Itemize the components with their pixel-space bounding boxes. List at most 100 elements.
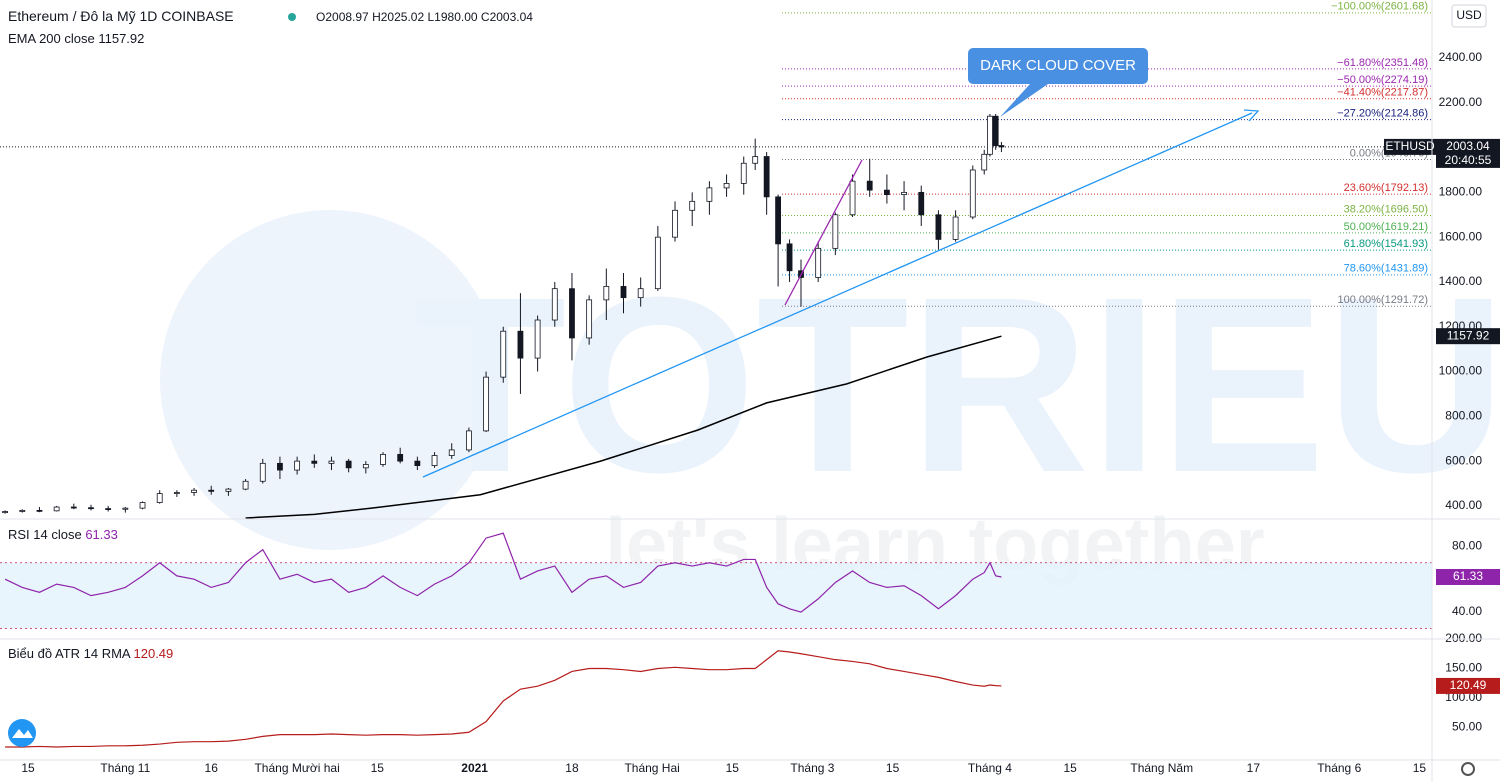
fib-label: 50.00%(1619.21) — [1344, 221, 1428, 233]
candle-body — [294, 460, 301, 471]
y-tick-label: 150.00 — [1445, 661, 1482, 675]
x-tick-label: 17 — [1247, 761, 1261, 775]
candle-body — [849, 180, 856, 216]
candle-body — [173, 492, 180, 494]
indicator-label: 61.33 — [1453, 569, 1483, 583]
candle-body — [569, 288, 575, 339]
y-tick-label: 2400.00 — [1439, 50, 1483, 64]
ohlc-letter: O — [316, 10, 325, 24]
candle-body — [723, 183, 730, 189]
trend-arrow — [1243, 109, 1260, 122]
candle-body — [431, 455, 438, 466]
ohlc-value: 1980.00 — [434, 10, 478, 24]
y-tick-label: 40.00 — [1452, 604, 1482, 618]
exchange: COINBASE — [161, 8, 233, 24]
ohlc-value: 2025.02 — [381, 10, 425, 24]
countdown: 20:40:55 — [1445, 153, 1492, 167]
ohlc-letter: H — [372, 10, 381, 24]
candle-body — [311, 460, 318, 464]
x-tick-label: Tháng 11 — [100, 761, 150, 775]
status-dot — [288, 13, 296, 21]
y-tick-label: 600.00 — [1445, 453, 1482, 467]
indicator-line — [4, 532, 1002, 613]
x-tick-label: Tháng Năm — [1130, 761, 1193, 775]
indicator-box — [1436, 568, 1500, 585]
candle-body — [992, 115, 999, 146]
candle-body — [448, 449, 455, 456]
candle-body — [603, 286, 610, 301]
candle-body — [483, 376, 489, 432]
candle-body — [998, 145, 1005, 148]
candle-body — [763, 156, 770, 198]
x-tick-label: 15 — [21, 761, 35, 775]
candle-body — [156, 493, 163, 503]
candle-body — [786, 243, 793, 272]
trend-line — [784, 159, 863, 306]
candle-body — [517, 330, 524, 359]
y-tick-label: 80.00 — [1452, 538, 1482, 552]
candle-body — [139, 502, 146, 509]
x-tick-label: 15 — [371, 761, 385, 775]
candle-body — [981, 153, 988, 171]
symbol-name: Ethereum / Đô la Mỹ — [8, 8, 136, 24]
candle-body — [105, 508, 112, 510]
candle-body — [832, 214, 839, 249]
candle-body — [277, 462, 283, 471]
settings-icon[interactable] — [1461, 762, 1475, 776]
currency-label[interactable]: USD — [1456, 8, 1482, 22]
indicator-label: 120.49 — [1450, 678, 1487, 692]
ema-value: 1157.92 — [98, 31, 144, 46]
candle-body — [2, 511, 8, 514]
x-tick-label: 15 — [1413, 761, 1427, 775]
price-box — [1436, 138, 1500, 155]
candle-body — [672, 209, 678, 238]
indicator-value: 120.49 — [134, 646, 174, 661]
candle-body — [328, 460, 335, 464]
callout-box — [968, 48, 1148, 84]
trend-line — [422, 112, 1253, 478]
candle-body — [637, 288, 644, 299]
candle-body — [345, 460, 352, 469]
candle-body — [740, 162, 747, 184]
callout-pointer — [1000, 84, 1048, 117]
candle-body — [242, 480, 249, 490]
ohlc-value: 2003.04 — [490, 10, 534, 24]
x-tick-label: Tháng 6 — [1317, 761, 1361, 775]
y-tick-label: 1400.00 — [1439, 274, 1483, 288]
y-tick-label: 800.00 — [1445, 408, 1482, 422]
ohlc: O2008.97 H2025.02 L1980.00 C2003.04 — [316, 10, 533, 24]
fib-label: −41.40%(2217.87) — [1337, 87, 1428, 99]
candle-body — [969, 169, 976, 218]
currency-button[interactable] — [1451, 4, 1487, 28]
y-tick-label: 1600.00 — [1439, 229, 1483, 243]
candle-body — [88, 507, 94, 510]
candle-body — [883, 189, 890, 196]
ohlc-letter: L — [427, 10, 434, 24]
x-tick-label: 18 — [565, 761, 579, 775]
x-tick-label: 15 — [1063, 761, 1077, 775]
fib-label: 61.80%(1541.93) — [1344, 238, 1428, 250]
candle-body — [36, 509, 43, 512]
fib-label: 100.00%(1291.72) — [1337, 294, 1428, 306]
candle-body — [706, 187, 713, 202]
x-tick-label: 16 — [205, 761, 219, 775]
ema-name: EMA 200 close — [8, 31, 95, 46]
fib-label: 23.60%(1792.13) — [1344, 182, 1428, 194]
candle-body — [362, 464, 369, 469]
candle-body — [918, 191, 925, 216]
rsi-band — [0, 562, 1432, 629]
candle-body — [259, 462, 266, 482]
candle-body — [551, 288, 558, 321]
candle-body — [465, 430, 472, 451]
indicator-legend: Biểu đồ ATR 14 RMA 120.49 — [8, 646, 173, 661]
candle-body — [815, 247, 822, 278]
candle-body — [952, 216, 959, 240]
watermark-title: TOTRIEU — [414, 245, 1500, 524]
fib-label: −61.80%(2351.48) — [1337, 57, 1428, 69]
x-tick-label: Tháng Hai — [624, 761, 679, 775]
x-tick-label: Tháng Mười hai — [254, 761, 339, 775]
indicator-value: 61.33 — [85, 527, 118, 542]
y-tick-label: 200.00 — [1445, 631, 1482, 645]
candle-body — [654, 236, 661, 290]
